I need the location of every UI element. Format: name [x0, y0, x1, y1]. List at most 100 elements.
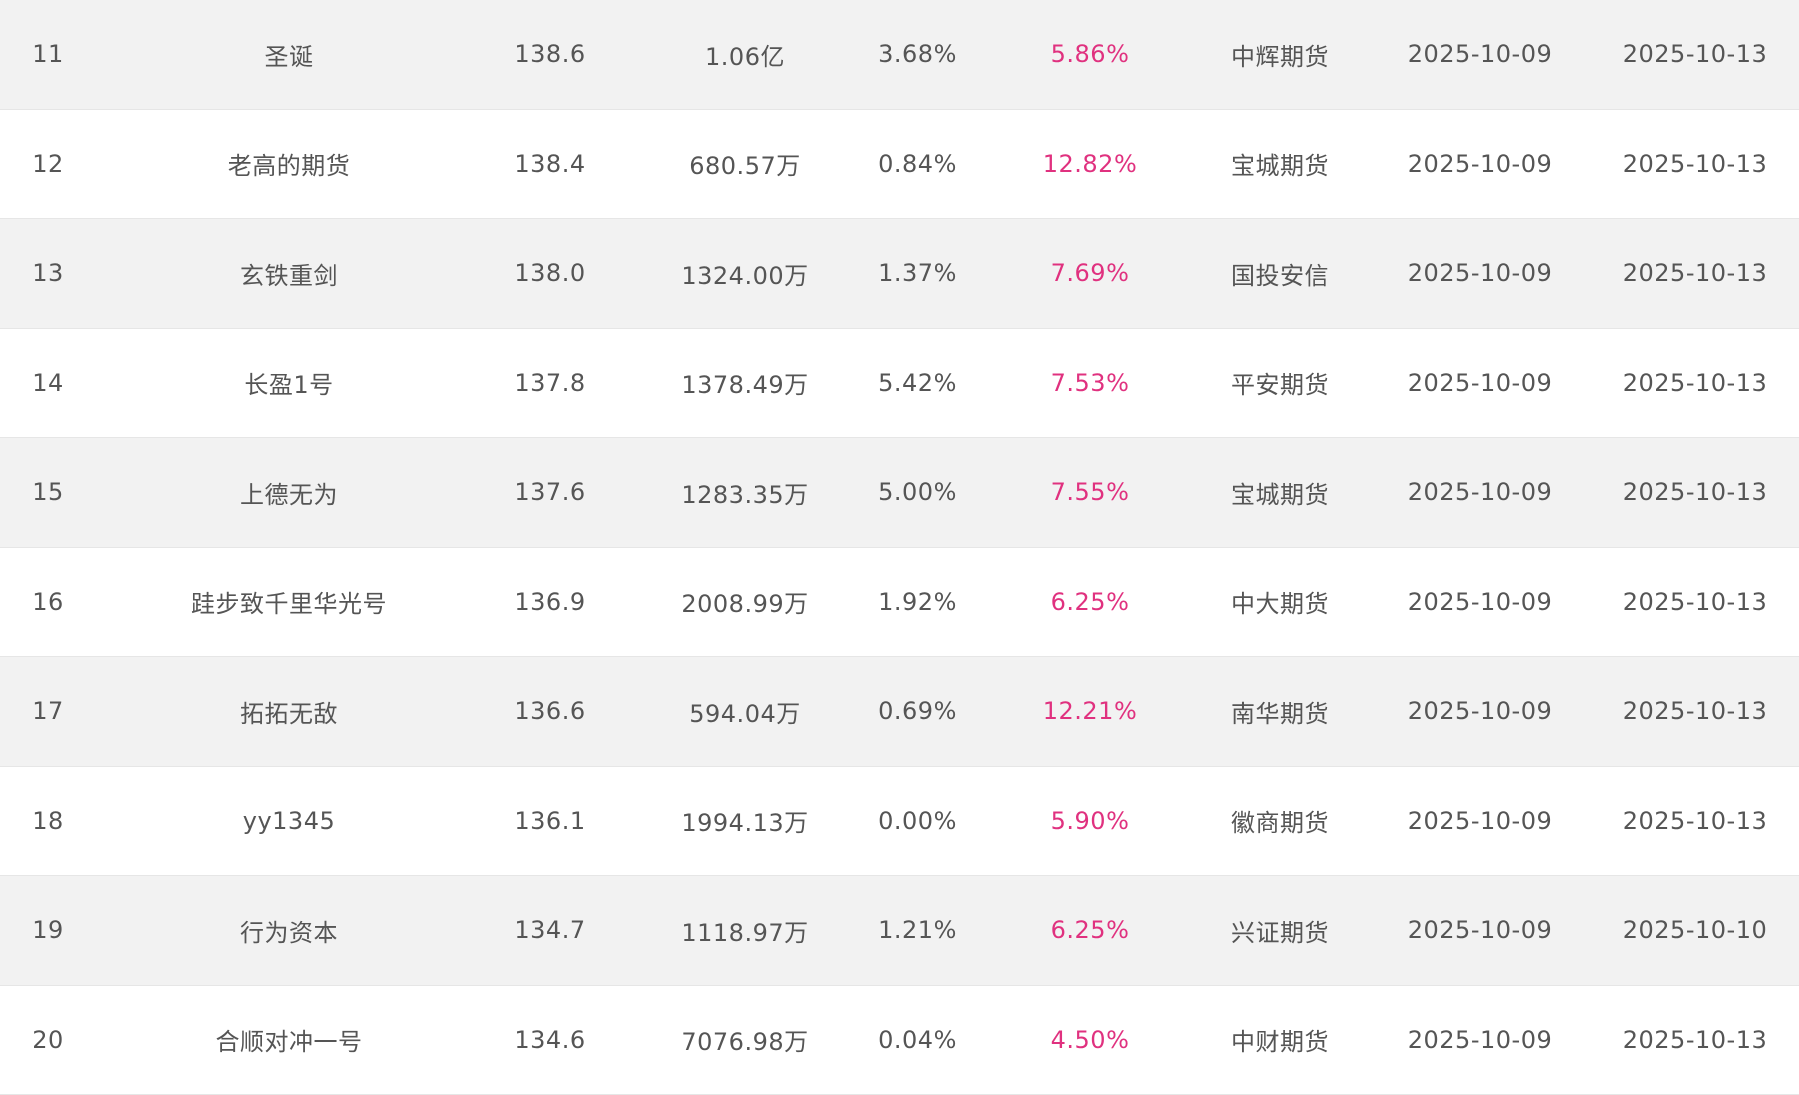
broker-cell: 宝城期货 — [1231, 152, 1329, 181]
rank-cell: 18 — [32, 806, 64, 835]
rank-cell: 16 — [32, 587, 64, 616]
end-date-cell: 2025-10-13 — [1622, 368, 1768, 397]
broker-cell: 中辉期货 — [1231, 42, 1329, 71]
start-date-cell: 2025-10-09 — [1407, 149, 1553, 178]
name-cell[interactable]: 长盈1号 — [244, 371, 334, 400]
scale-cell: 1324.00万 — [681, 261, 809, 290]
end-date-cell: 2025-10-13 — [1622, 259, 1768, 288]
end-date-cell: 2025-10-13 — [1622, 149, 1768, 178]
start-date-cell: 2025-10-09 — [1407, 697, 1553, 726]
rank-cell: 14 — [32, 368, 64, 397]
name-cell[interactable]: 合顺对冲一号 — [215, 1028, 363, 1057]
return-cell: 4.50% — [1050, 1025, 1130, 1054]
table-row[interactable]: 13 玄铁重剑 138.0 1324.00万 1.37% 7.69% 国投安信 … — [0, 219, 1799, 329]
start-date-cell: 2025-10-09 — [1407, 1025, 1553, 1054]
drawdown-cell: 0.69% — [878, 697, 957, 726]
broker-cell: 徽商期货 — [1231, 809, 1329, 838]
scale-cell: 594.04万 — [689, 699, 801, 728]
drawdown-cell: 1.92% — [878, 587, 957, 616]
drawdown-cell: 5.42% — [878, 368, 957, 397]
drawdown-cell: 5.00% — [878, 478, 957, 507]
end-date-cell: 2025-10-13 — [1622, 587, 1768, 616]
name-cell[interactable]: 拓拓无敌 — [240, 699, 338, 728]
table-row[interactable]: 19 行为资本 134.7 1118.97万 1.21% 6.25% 兴证期货 … — [0, 876, 1799, 986]
scale-cell: 1378.49万 — [681, 371, 809, 400]
return-cell: 12.21% — [1042, 697, 1138, 726]
table-row[interactable]: 20 合顺对冲一号 134.6 7076.98万 0.04% 4.50% 中财期… — [0, 985, 1799, 1095]
name-cell[interactable]: 老高的期货 — [227, 152, 351, 181]
table-row[interactable]: 16 跬步致千里华光号 136.9 2008.99万 1.92% 6.25% 中… — [0, 547, 1799, 657]
drawdown-cell: 0.04% — [878, 1025, 957, 1054]
return-cell: 12.82% — [1042, 149, 1138, 178]
drawdown-cell: 1.21% — [878, 916, 957, 945]
scale-cell: 1283.35万 — [681, 480, 809, 509]
score-cell: 138.0 — [514, 259, 586, 288]
name-cell[interactable]: 圣诞 — [264, 42, 314, 71]
return-cell: 7.53% — [1050, 368, 1130, 397]
scale-cell: 680.57万 — [689, 152, 801, 181]
score-cell: 134.6 — [514, 1025, 586, 1054]
name-cell[interactable]: yy1345 — [242, 806, 336, 835]
score-cell: 137.8 — [514, 368, 586, 397]
drawdown-cell: 1.37% — [878, 259, 957, 288]
broker-cell: 国投安信 — [1231, 261, 1329, 290]
rank-cell: 20 — [32, 1025, 64, 1054]
end-date-cell: 2025-10-13 — [1622, 40, 1768, 69]
end-date-cell: 2025-10-13 — [1622, 478, 1768, 507]
start-date-cell: 2025-10-09 — [1407, 587, 1553, 616]
return-cell: 5.90% — [1050, 806, 1130, 835]
score-cell: 138.6 — [514, 40, 586, 69]
start-date-cell: 2025-10-09 — [1407, 259, 1553, 288]
rank-cell: 13 — [32, 259, 64, 288]
name-cell[interactable]: 行为资本 — [240, 918, 338, 947]
scale-cell: 1.06亿 — [705, 42, 785, 71]
return-cell: 6.25% — [1050, 916, 1130, 945]
score-cell: 136.1 — [514, 806, 586, 835]
broker-cell: 平安期货 — [1231, 371, 1329, 400]
table-row[interactable]: 12 老高的期货 138.4 680.57万 0.84% 12.82% 宝城期货… — [0, 109, 1799, 219]
score-cell: 136.9 — [514, 587, 586, 616]
table-row[interactable]: 11 圣诞 138.6 1.06亿 3.68% 5.86% 中辉期货 2025-… — [0, 0, 1799, 110]
score-cell: 137.6 — [514, 478, 586, 507]
broker-cell: 南华期货 — [1231, 699, 1329, 728]
broker-cell: 中财期货 — [1231, 1028, 1329, 1057]
end-date-cell: 2025-10-13 — [1622, 697, 1768, 726]
return-cell: 5.86% — [1050, 40, 1130, 69]
scale-cell: 1118.97万 — [681, 918, 809, 947]
drawdown-cell: 0.00% — [878, 806, 957, 835]
name-cell[interactable]: 上德无为 — [240, 480, 338, 509]
end-date-cell: 2025-10-13 — [1622, 1025, 1768, 1054]
name-cell[interactable]: 跬步致千里华光号 — [191, 590, 387, 619]
start-date-cell: 2025-10-09 — [1407, 916, 1553, 945]
return-cell: 7.55% — [1050, 478, 1130, 507]
rank-cell: 17 — [32, 697, 64, 726]
rank-cell: 19 — [32, 916, 64, 945]
start-date-cell: 2025-10-09 — [1407, 368, 1553, 397]
score-cell: 138.4 — [514, 149, 586, 178]
table-row[interactable]: 14 长盈1号 137.8 1378.49万 5.42% 7.53% 平安期货 … — [0, 328, 1799, 438]
scale-cell: 2008.99万 — [681, 590, 809, 619]
end-date-cell: 2025-10-10 — [1622, 916, 1768, 945]
rank-cell: 12 — [32, 149, 64, 178]
broker-cell: 中大期货 — [1231, 590, 1329, 619]
table-row[interactable]: 15 上德无为 137.6 1283.35万 5.00% 7.55% 宝城期货 … — [0, 438, 1799, 548]
table-row[interactable]: 18 yy1345 136.1 1994.13万 0.00% 5.90% 徽商期… — [0, 766, 1799, 876]
start-date-cell: 2025-10-09 — [1407, 40, 1553, 69]
scale-cell: 7076.98万 — [681, 1028, 809, 1057]
score-cell: 136.6 — [514, 697, 586, 726]
return-cell: 7.69% — [1050, 259, 1130, 288]
start-date-cell: 2025-10-09 — [1407, 478, 1553, 507]
rank-cell: 15 — [32, 478, 64, 507]
table-row[interactable]: 17 拓拓无敌 136.6 594.04万 0.69% 12.21% 南华期货 … — [0, 657, 1799, 767]
return-cell: 6.25% — [1050, 587, 1130, 616]
start-date-cell: 2025-10-09 — [1407, 806, 1553, 835]
end-date-cell: 2025-10-13 — [1622, 806, 1768, 835]
drawdown-cell: 3.68% — [878, 40, 957, 69]
broker-cell: 宝城期货 — [1231, 480, 1329, 509]
name-cell[interactable]: 玄铁重剑 — [240, 261, 338, 290]
rank-cell: 11 — [32, 40, 64, 69]
score-cell: 134.7 — [514, 916, 586, 945]
drawdown-cell: 0.84% — [878, 149, 957, 178]
broker-cell: 兴证期货 — [1231, 918, 1329, 947]
